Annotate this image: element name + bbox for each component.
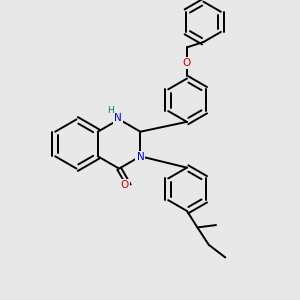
- Text: N: N: [136, 152, 144, 162]
- Text: N: N: [114, 113, 122, 123]
- Text: O: O: [183, 58, 191, 68]
- Text: O: O: [120, 181, 128, 190]
- Text: H: H: [107, 106, 114, 116]
